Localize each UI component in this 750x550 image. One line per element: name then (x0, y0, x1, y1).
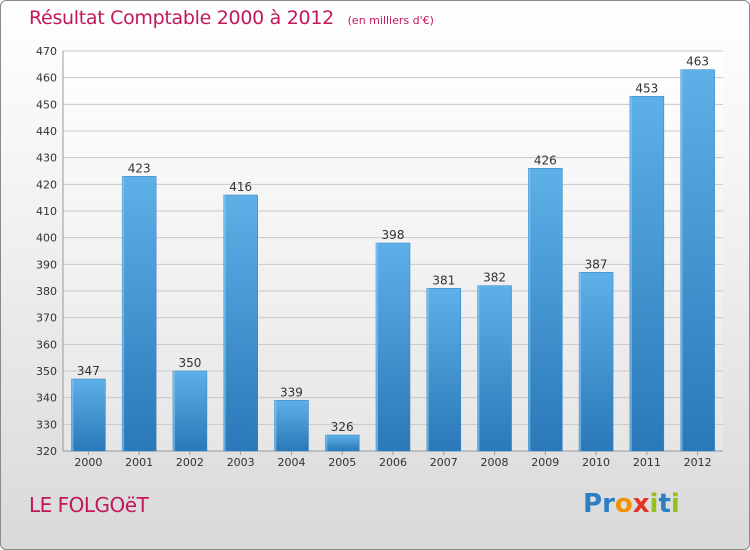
logo-letter: r (602, 489, 615, 519)
y-tick-label: 420 (36, 178, 57, 191)
bar-2001 (121, 176, 157, 452)
y-tick-label: 460 (36, 72, 57, 85)
data-label: 423 (128, 161, 151, 175)
bar-2005 (324, 434, 360, 452)
chart-title: Résultat Comptable 2000 à 2012 (en milli… (29, 7, 434, 29)
y-tick-label: 320 (36, 445, 57, 458)
data-label: 398 (382, 228, 405, 242)
data-label: 382 (483, 271, 506, 285)
logo-letter: o (614, 489, 633, 519)
x-tick-label: 2001 (125, 456, 153, 469)
bar-highlight (172, 371, 175, 451)
x-tick-label: 2002 (176, 456, 204, 469)
y-tick-label: 450 (36, 98, 57, 111)
y-tick-label: 370 (36, 312, 57, 325)
data-label: 381 (432, 273, 455, 287)
logo-letter: t (658, 489, 671, 519)
x-tick-label: 2009 (531, 456, 559, 469)
bar-highlight (122, 176, 125, 452)
bar-2007 (426, 288, 462, 452)
town-name: LE FOLGOëT (29, 493, 149, 517)
bar-highlight (426, 288, 429, 451)
bar-2006 (375, 242, 411, 452)
y-tick-label: 330 (36, 418, 57, 431)
bar-2008 (477, 285, 512, 452)
y-tick-label: 350 (36, 365, 57, 378)
bar-2000 (71, 378, 106, 452)
x-tick-label: 2000 (74, 456, 102, 469)
bar-2010 (578, 272, 614, 452)
x-tick-label: 2006 (379, 456, 407, 469)
logo-letter: i (649, 489, 659, 519)
bar-2003 (223, 194, 258, 452)
logo-letter: i (670, 489, 680, 519)
chart-title-text: Résultat Comptable 2000 à 2012 (29, 7, 334, 29)
logo-letter: x (632, 489, 650, 519)
bar-highlight (325, 435, 328, 451)
bar-highlight (680, 69, 683, 452)
bar-highlight (376, 243, 378, 451)
x-tick-label: 2012 (684, 456, 712, 469)
x-tick-label: 2003 (227, 456, 255, 469)
bar-highlight (274, 400, 277, 451)
x-tick-label: 2010 (582, 456, 610, 469)
bar-highlight (629, 96, 632, 451)
y-tick-label: 360 (36, 338, 57, 351)
bar-highlight (223, 195, 226, 451)
proxiti-logo: Proxiti (583, 489, 680, 519)
bar-highlight (477, 285, 480, 451)
data-label: 350 (178, 356, 201, 370)
y-tick-label: 340 (36, 392, 57, 405)
data-label: 453 (635, 81, 658, 95)
x-tick-label: 2005 (328, 456, 356, 469)
x-tick-label: 2007 (430, 456, 458, 469)
y-tick-label: 400 (36, 232, 57, 245)
y-tick-label: 470 (36, 45, 57, 58)
bar-2002 (172, 370, 208, 452)
data-label: 416 (229, 180, 252, 194)
bar-highlight (71, 379, 74, 451)
data-label: 339 (280, 385, 303, 399)
data-label: 387 (585, 257, 608, 271)
y-tick-label: 430 (36, 152, 57, 165)
y-tick-label: 410 (36, 205, 57, 218)
data-label: 463 (686, 55, 709, 69)
bar-2004 (274, 400, 309, 452)
bar-highlight (528, 168, 531, 452)
data-label: 426 (534, 153, 557, 167)
chart-subtitle: (en milliers d'€) (347, 14, 434, 27)
x-tick-label: 2011 (633, 456, 661, 469)
y-tick-label: 380 (36, 285, 57, 298)
bar-2012 (680, 69, 715, 452)
logo-letter: P (583, 489, 603, 519)
y-tick-label: 440 (36, 125, 57, 138)
x-tick-label: 2004 (277, 456, 305, 469)
data-label: 347 (77, 364, 100, 378)
bar-highlight (579, 272, 582, 451)
bar-2011 (629, 96, 665, 452)
data-label: 326 (331, 420, 354, 434)
bar-2009 (528, 168, 563, 452)
x-tick-label: 2008 (481, 456, 509, 469)
y-tick-label: 390 (36, 258, 57, 271)
